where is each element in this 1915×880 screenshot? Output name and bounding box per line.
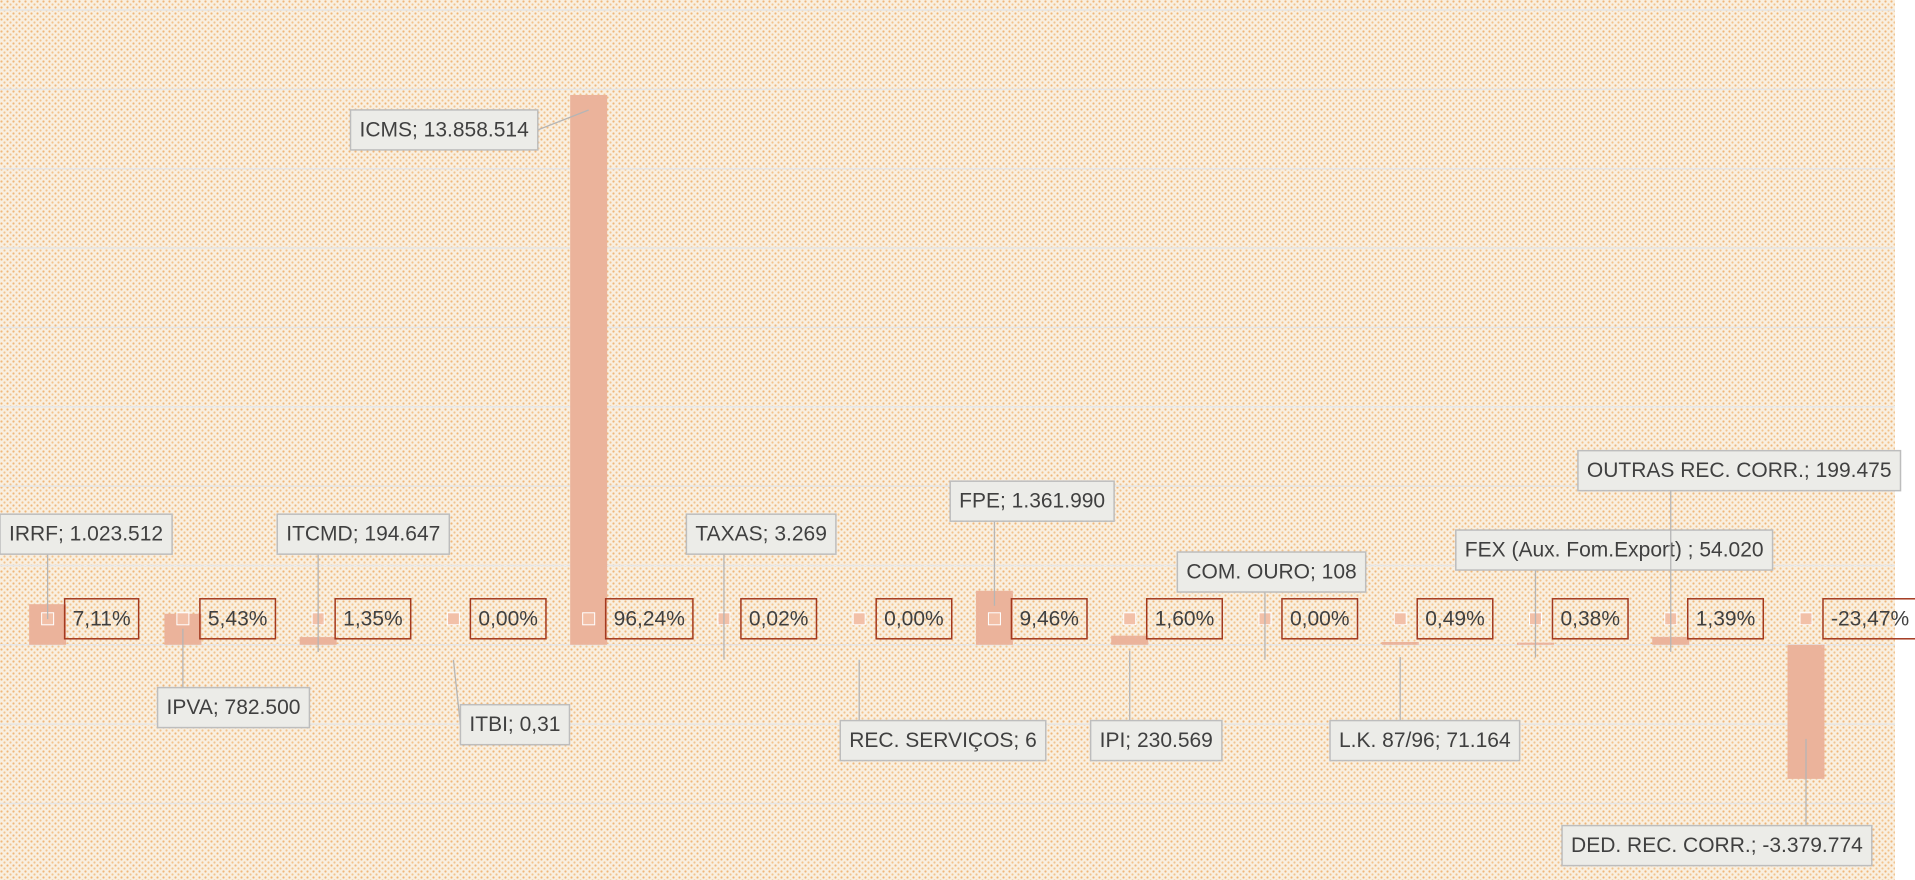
percent-box bbox=[63, 598, 140, 640]
percent-box bbox=[1010, 598, 1088, 640]
percent-label: 0,02% bbox=[749, 607, 809, 630]
percent-label: 0,00% bbox=[1290, 607, 1350, 630]
legend-key bbox=[1123, 612, 1137, 626]
percent-box bbox=[469, 598, 547, 640]
callout-box bbox=[0, 513, 173, 555]
percent-box bbox=[199, 598, 277, 640]
percent-label: -23,47% bbox=[1831, 607, 1909, 630]
percent-box bbox=[1145, 598, 1224, 640]
percent-label: 7,11% bbox=[73, 607, 131, 630]
legend-key bbox=[582, 612, 596, 626]
percent-label: 1,39% bbox=[1696, 607, 1756, 630]
value-label: L.K. 87/96; 71.164 bbox=[1339, 729, 1511, 752]
callout-box bbox=[1577, 449, 1902, 492]
legend-key bbox=[446, 612, 460, 626]
percent-box bbox=[604, 598, 694, 640]
callout-box bbox=[459, 703, 571, 746]
value-label: DED. REC. CORR.; -3.379.774 bbox=[1571, 834, 1863, 857]
percent-box bbox=[740, 598, 818, 640]
value-label: ITBI; 0,31 bbox=[469, 713, 560, 736]
callout-box bbox=[1455, 529, 1774, 571]
callout-box bbox=[156, 686, 311, 729]
value-label: COM. OURO; 108 bbox=[1186, 561, 1356, 584]
callout-box bbox=[685, 513, 837, 555]
bar bbox=[1111, 635, 1149, 645]
value-label: ICMS; 13.858.514 bbox=[360, 118, 530, 141]
legend-key bbox=[1799, 612, 1813, 626]
percent-label: 96,24% bbox=[614, 607, 685, 630]
percent-box bbox=[1551, 598, 1629, 640]
legend-key bbox=[852, 612, 866, 626]
value-label: REC. SERVIÇOS; 6 bbox=[849, 729, 1037, 752]
percent-box bbox=[1416, 598, 1494, 640]
callout-box bbox=[1329, 719, 1521, 762]
percent-box bbox=[1686, 598, 1765, 640]
percent-label: 0,49% bbox=[1425, 607, 1485, 630]
value-label: IRRF; 1.023.512 bbox=[9, 523, 163, 546]
callout-box bbox=[1089, 719, 1223, 762]
percent-box bbox=[334, 598, 412, 640]
value-label: IPI; 230.569 bbox=[1100, 729, 1213, 752]
percent-label: 9,46% bbox=[1019, 607, 1079, 630]
legend-key bbox=[1393, 612, 1407, 626]
percent-label: 5,43% bbox=[208, 607, 268, 630]
callout-box bbox=[276, 513, 451, 555]
percent-box bbox=[1281, 598, 1359, 640]
value-label: IPVA; 782.500 bbox=[167, 696, 301, 719]
callout-box bbox=[839, 719, 1047, 762]
value-label: FEX (Aux. Fom.Export) ; 54.020 bbox=[1465, 539, 1764, 562]
legend-key bbox=[176, 612, 190, 626]
callout-box bbox=[1176, 551, 1367, 593]
callout-box bbox=[949, 480, 1115, 522]
bar bbox=[1381, 641, 1419, 645]
callout-box bbox=[349, 109, 539, 151]
percent-label: 0,00% bbox=[884, 607, 944, 630]
value-label: OUTRAS REC. CORR.; 199.475 bbox=[1587, 459, 1892, 482]
percent-label: 0,38% bbox=[1560, 607, 1620, 630]
value-label: FPE; 1.361.990 bbox=[959, 490, 1105, 513]
value-label: TAXAS; 3.269 bbox=[695, 523, 827, 546]
bar bbox=[570, 94, 608, 645]
legend-key bbox=[987, 612, 1001, 626]
percent-label: 0,00% bbox=[478, 607, 538, 630]
value-label: ITCMD; 194.647 bbox=[286, 523, 440, 546]
percent-label: 1,35% bbox=[343, 607, 403, 630]
callout-box bbox=[1561, 824, 1873, 867]
percent-label: 1,60% bbox=[1155, 607, 1215, 630]
percent-box bbox=[1822, 598, 1915, 640]
leader-line bbox=[452, 659, 462, 725]
leader-line bbox=[537, 109, 589, 131]
percent-box bbox=[875, 598, 953, 640]
